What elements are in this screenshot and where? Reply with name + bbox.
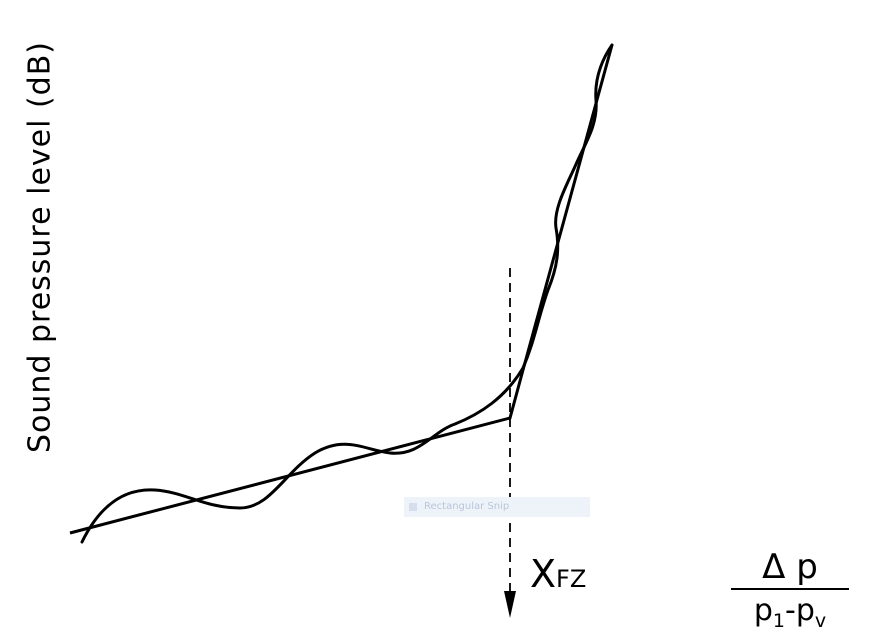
marker-label-main: X: [530, 552, 557, 596]
x-axis-expression: Δ p p1-pv: [725, 548, 855, 638]
y-axis-label: Sound pressure level (dB): [22, 40, 58, 454]
scissors-icon: [409, 503, 417, 511]
marker-label: XFZ: [530, 552, 586, 596]
snip-tooltip[interactable]: Rectangular Snip: [404, 497, 590, 517]
fraction-bar: [731, 588, 849, 590]
marker-label-sub: FZ: [556, 565, 587, 593]
measured-curve: [80, 43, 614, 544]
expression-denominator: p1-pv: [725, 594, 855, 638]
denominator-sub-1: 1: [772, 610, 785, 632]
diagram-canvas: [69, 43, 614, 618]
expression-numerator: Δ p: [762, 547, 818, 587]
denominator-term-1: p: [753, 593, 773, 628]
linear-fit-lines: [69, 44, 614, 535]
denominator-sub-2: v: [814, 610, 827, 632]
snip-tooltip-label: Rectangular Snip: [424, 501, 510, 512]
marker-arrowhead: [504, 591, 516, 618]
denominator-operator: -p: [785, 593, 815, 628]
